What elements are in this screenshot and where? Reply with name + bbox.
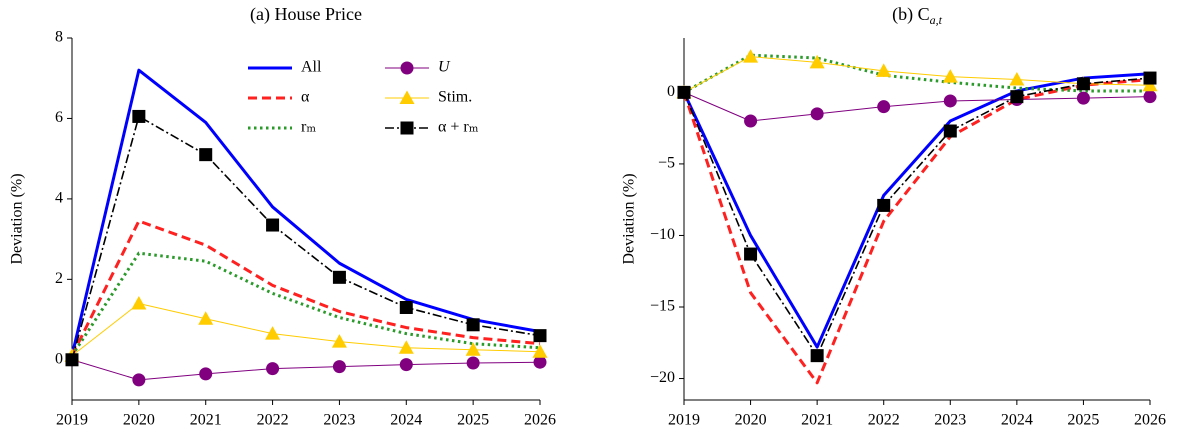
marker xyxy=(332,270,346,284)
marker xyxy=(533,355,547,369)
legend-label: α xyxy=(301,89,310,106)
series-line xyxy=(71,115,541,360)
y-tick-label: −10 xyxy=(650,226,675,243)
marker xyxy=(810,107,824,121)
series-line xyxy=(683,77,1151,357)
marker xyxy=(198,311,214,325)
marker xyxy=(399,90,415,104)
legend-label: U xyxy=(438,59,451,76)
title-text: (a) House Price xyxy=(250,4,362,25)
marker xyxy=(877,100,891,114)
legend-label: α + rₘ xyxy=(438,119,479,136)
marker xyxy=(877,198,891,212)
y-tick-label: 0 xyxy=(55,350,63,367)
marker xyxy=(1076,91,1090,105)
marker xyxy=(532,344,548,358)
x-tick-label: 2026 xyxy=(1134,412,1166,429)
marker xyxy=(876,63,892,77)
marker xyxy=(332,360,346,374)
y-tick-label: −5 xyxy=(658,155,675,172)
marker xyxy=(466,356,480,370)
legend-label: Stim. xyxy=(438,89,472,106)
marker xyxy=(400,121,414,135)
series-line xyxy=(70,219,541,357)
y-tick-label: −15 xyxy=(650,298,675,315)
marker xyxy=(809,54,825,69)
marker xyxy=(131,295,147,310)
marker xyxy=(943,124,957,138)
marker xyxy=(942,69,958,83)
marker xyxy=(943,94,957,108)
marker xyxy=(533,329,547,343)
chart-title: (a) House Price xyxy=(250,4,362,25)
y-tick-label: −20 xyxy=(650,369,675,386)
marker xyxy=(1143,71,1157,85)
x-tick-label: 2020 xyxy=(123,412,155,429)
marker xyxy=(399,300,413,314)
series-line xyxy=(683,56,1151,93)
marker xyxy=(265,326,281,340)
series-line xyxy=(683,91,1151,122)
marker xyxy=(65,353,79,367)
series-line xyxy=(70,251,541,357)
marker xyxy=(744,114,758,128)
legend-label: rₘ xyxy=(301,119,316,136)
marker xyxy=(199,148,213,162)
x-tick-label: 2023 xyxy=(934,412,966,429)
series-line xyxy=(682,72,1151,349)
x-tick-label: 2023 xyxy=(323,412,355,429)
marker xyxy=(466,318,480,332)
series-line xyxy=(70,68,541,357)
x-tick-label: 2025 xyxy=(457,412,489,429)
x-tick-label: 2026 xyxy=(524,412,556,429)
series-line xyxy=(71,302,541,357)
x-tick-label: 2024 xyxy=(1001,412,1033,429)
x-tick-label: 2021 xyxy=(801,412,833,429)
x-tick-label: 2022 xyxy=(868,412,900,429)
legend-label: All xyxy=(301,59,322,76)
marker xyxy=(1076,77,1090,91)
marker xyxy=(399,358,413,372)
marker xyxy=(331,334,347,348)
marker xyxy=(744,247,758,261)
marker xyxy=(1143,90,1157,104)
marker xyxy=(132,109,146,123)
marker xyxy=(398,340,414,354)
marker xyxy=(199,367,213,381)
x-tick-label: 2022 xyxy=(257,412,289,429)
y-tick-label: 4 xyxy=(55,190,63,207)
y-tick-label: 2 xyxy=(55,270,63,287)
title-text: (b) C xyxy=(892,4,930,25)
marker xyxy=(810,349,824,363)
marker xyxy=(465,342,481,356)
marker xyxy=(1009,71,1025,86)
y-tick-label: 6 xyxy=(55,109,63,126)
x-tick-label: 2024 xyxy=(390,412,422,429)
title-subscript: a,t xyxy=(930,13,943,27)
x-tick-label: 2025 xyxy=(1067,412,1099,429)
marker xyxy=(266,218,280,232)
x-tick-label: 2019 xyxy=(56,412,88,429)
series-line xyxy=(682,77,1151,385)
series-line xyxy=(71,359,541,381)
y-axis-label: Deviation (%) xyxy=(9,173,26,264)
x-tick-label: 2019 xyxy=(668,412,700,429)
marker xyxy=(743,49,759,63)
chart-title: (b) Ca,t xyxy=(892,4,943,27)
x-tick-label: 2021 xyxy=(190,412,222,429)
y-tick-label: 8 xyxy=(55,29,63,46)
x-tick-label: 2020 xyxy=(735,412,767,429)
marker xyxy=(400,61,414,75)
marker xyxy=(132,373,146,387)
y-axis-label: Deviation (%) xyxy=(621,173,638,264)
marker xyxy=(677,85,691,99)
y-tick-label: 0 xyxy=(667,83,675,100)
marker xyxy=(1010,90,1024,104)
marker xyxy=(266,362,280,376)
